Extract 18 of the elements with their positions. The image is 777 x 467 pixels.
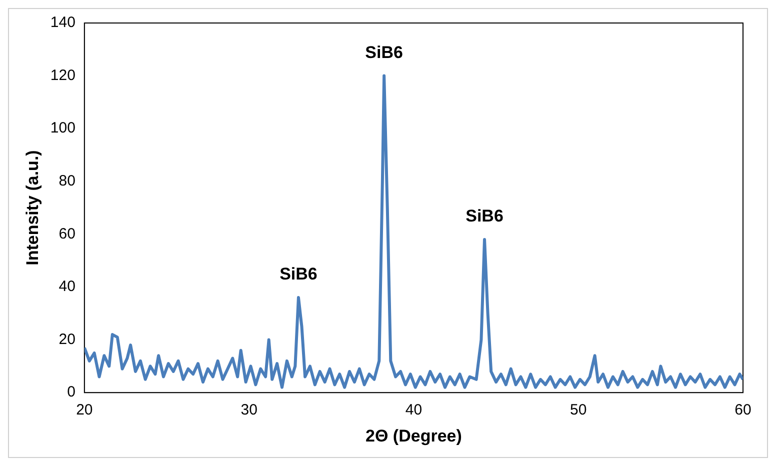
annotation: SiB6 [365,42,403,62]
x-tick-label: 20 [76,402,93,419]
x-tick-label: 50 [570,402,587,419]
x-tick-label: 30 [240,402,258,419]
annotation: SiB6 [280,264,318,284]
x-axis-title: 2Θ (Degree) [366,426,462,446]
y-tick-label: 80 [58,172,76,190]
y-tick-label: 120 [50,66,76,84]
y-axis-title: Intensity (a.u.) [22,150,42,266]
x-tick-label: 60 [734,402,752,419]
y-tick-label: 20 [58,330,76,348]
y-tick-label: 40 [58,278,76,296]
x-tick-label: 40 [405,402,422,419]
y-tick-label: 100 [50,120,76,137]
y-tick-label: 60 [58,225,76,242]
y-tick-label: 0 [67,384,76,401]
annotation: SiB6 [466,206,504,226]
y-tick-label: 140 [50,14,76,32]
